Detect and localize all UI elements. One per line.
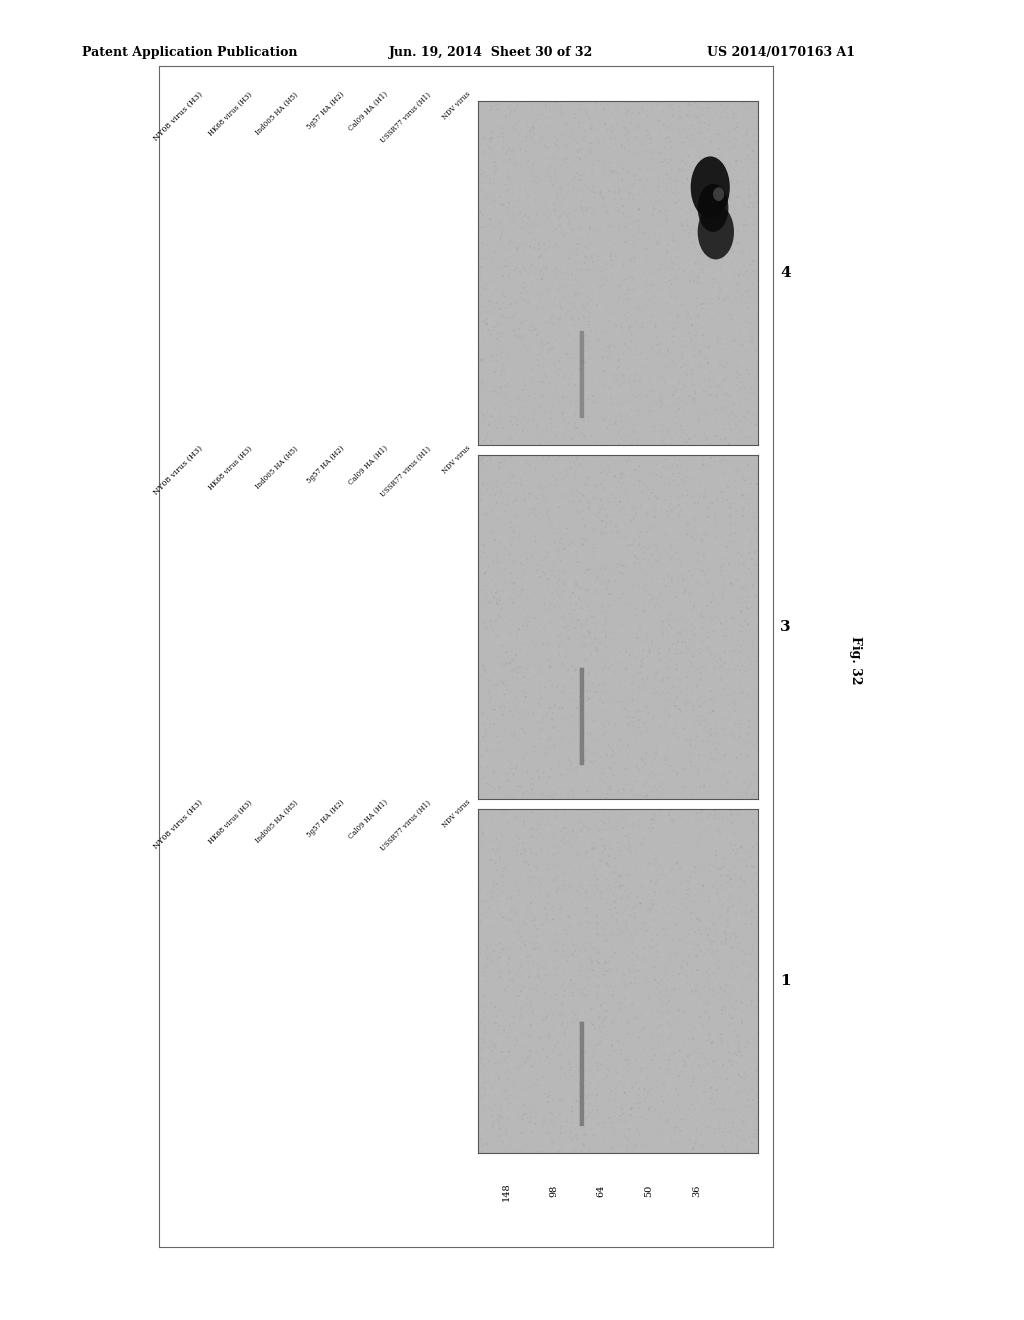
Text: HK68 virus (H3): HK68 virus (H3): [207, 91, 254, 137]
Text: NDV virus: NDV virus: [440, 91, 472, 121]
Text: 148: 148: [502, 1181, 511, 1201]
Text: 36: 36: [692, 1185, 700, 1197]
Ellipse shape: [697, 183, 728, 232]
Text: NY08 virus (H3): NY08 virus (H3): [153, 91, 205, 143]
FancyBboxPatch shape: [580, 668, 584, 766]
Text: Ind005 HA (H5): Ind005 HA (H5): [254, 445, 300, 490]
Text: NDV virus: NDV virus: [440, 799, 472, 830]
FancyBboxPatch shape: [580, 331, 584, 418]
Text: Cal09 HA (H1): Cal09 HA (H1): [346, 91, 389, 133]
Text: 98: 98: [549, 1185, 558, 1197]
Text: USSR77 virus (H1): USSR77 virus (H1): [379, 445, 432, 498]
Text: Cal09 HA (H1): Cal09 HA (H1): [346, 799, 389, 841]
Text: US 2014/0170163 A1: US 2014/0170163 A1: [707, 46, 855, 59]
Text: 64: 64: [597, 1185, 606, 1197]
Text: NDV virus: NDV virus: [440, 445, 472, 477]
Ellipse shape: [697, 205, 734, 260]
Text: 1: 1: [780, 974, 791, 989]
Ellipse shape: [690, 156, 730, 218]
Text: USSR77 virus (H1): USSR77 virus (H1): [379, 799, 432, 853]
FancyBboxPatch shape: [580, 1022, 584, 1126]
Text: HK68 virus (H3): HK68 virus (H3): [207, 445, 254, 491]
Text: USSR77 virus (H1): USSR77 virus (H1): [379, 91, 432, 144]
Text: 5g57 HA (H2): 5g57 HA (H2): [305, 91, 346, 131]
Text: NY08 virus (H3): NY08 virus (H3): [153, 445, 205, 496]
Text: 5g57 HA (H2): 5g57 HA (H2): [305, 799, 346, 840]
Text: Fig. 32: Fig. 32: [849, 636, 861, 684]
Text: 5g57 HA (H2): 5g57 HA (H2): [305, 445, 346, 486]
Text: Jun. 19, 2014  Sheet 30 of 32: Jun. 19, 2014 Sheet 30 of 32: [389, 46, 593, 59]
Text: Cal09 HA (H1): Cal09 HA (H1): [346, 445, 389, 487]
Text: 50: 50: [644, 1185, 653, 1197]
Text: Ind005 HA (H5): Ind005 HA (H5): [254, 799, 300, 845]
Text: 4: 4: [780, 267, 791, 280]
Text: Ind005 HA (H5): Ind005 HA (H5): [254, 91, 300, 136]
Text: HK68 virus (H3): HK68 virus (H3): [207, 799, 254, 845]
Ellipse shape: [713, 187, 724, 201]
Text: 3: 3: [780, 620, 791, 634]
Text: NY08 virus (H3): NY08 virus (H3): [153, 799, 205, 851]
Text: Patent Application Publication: Patent Application Publication: [82, 46, 297, 59]
